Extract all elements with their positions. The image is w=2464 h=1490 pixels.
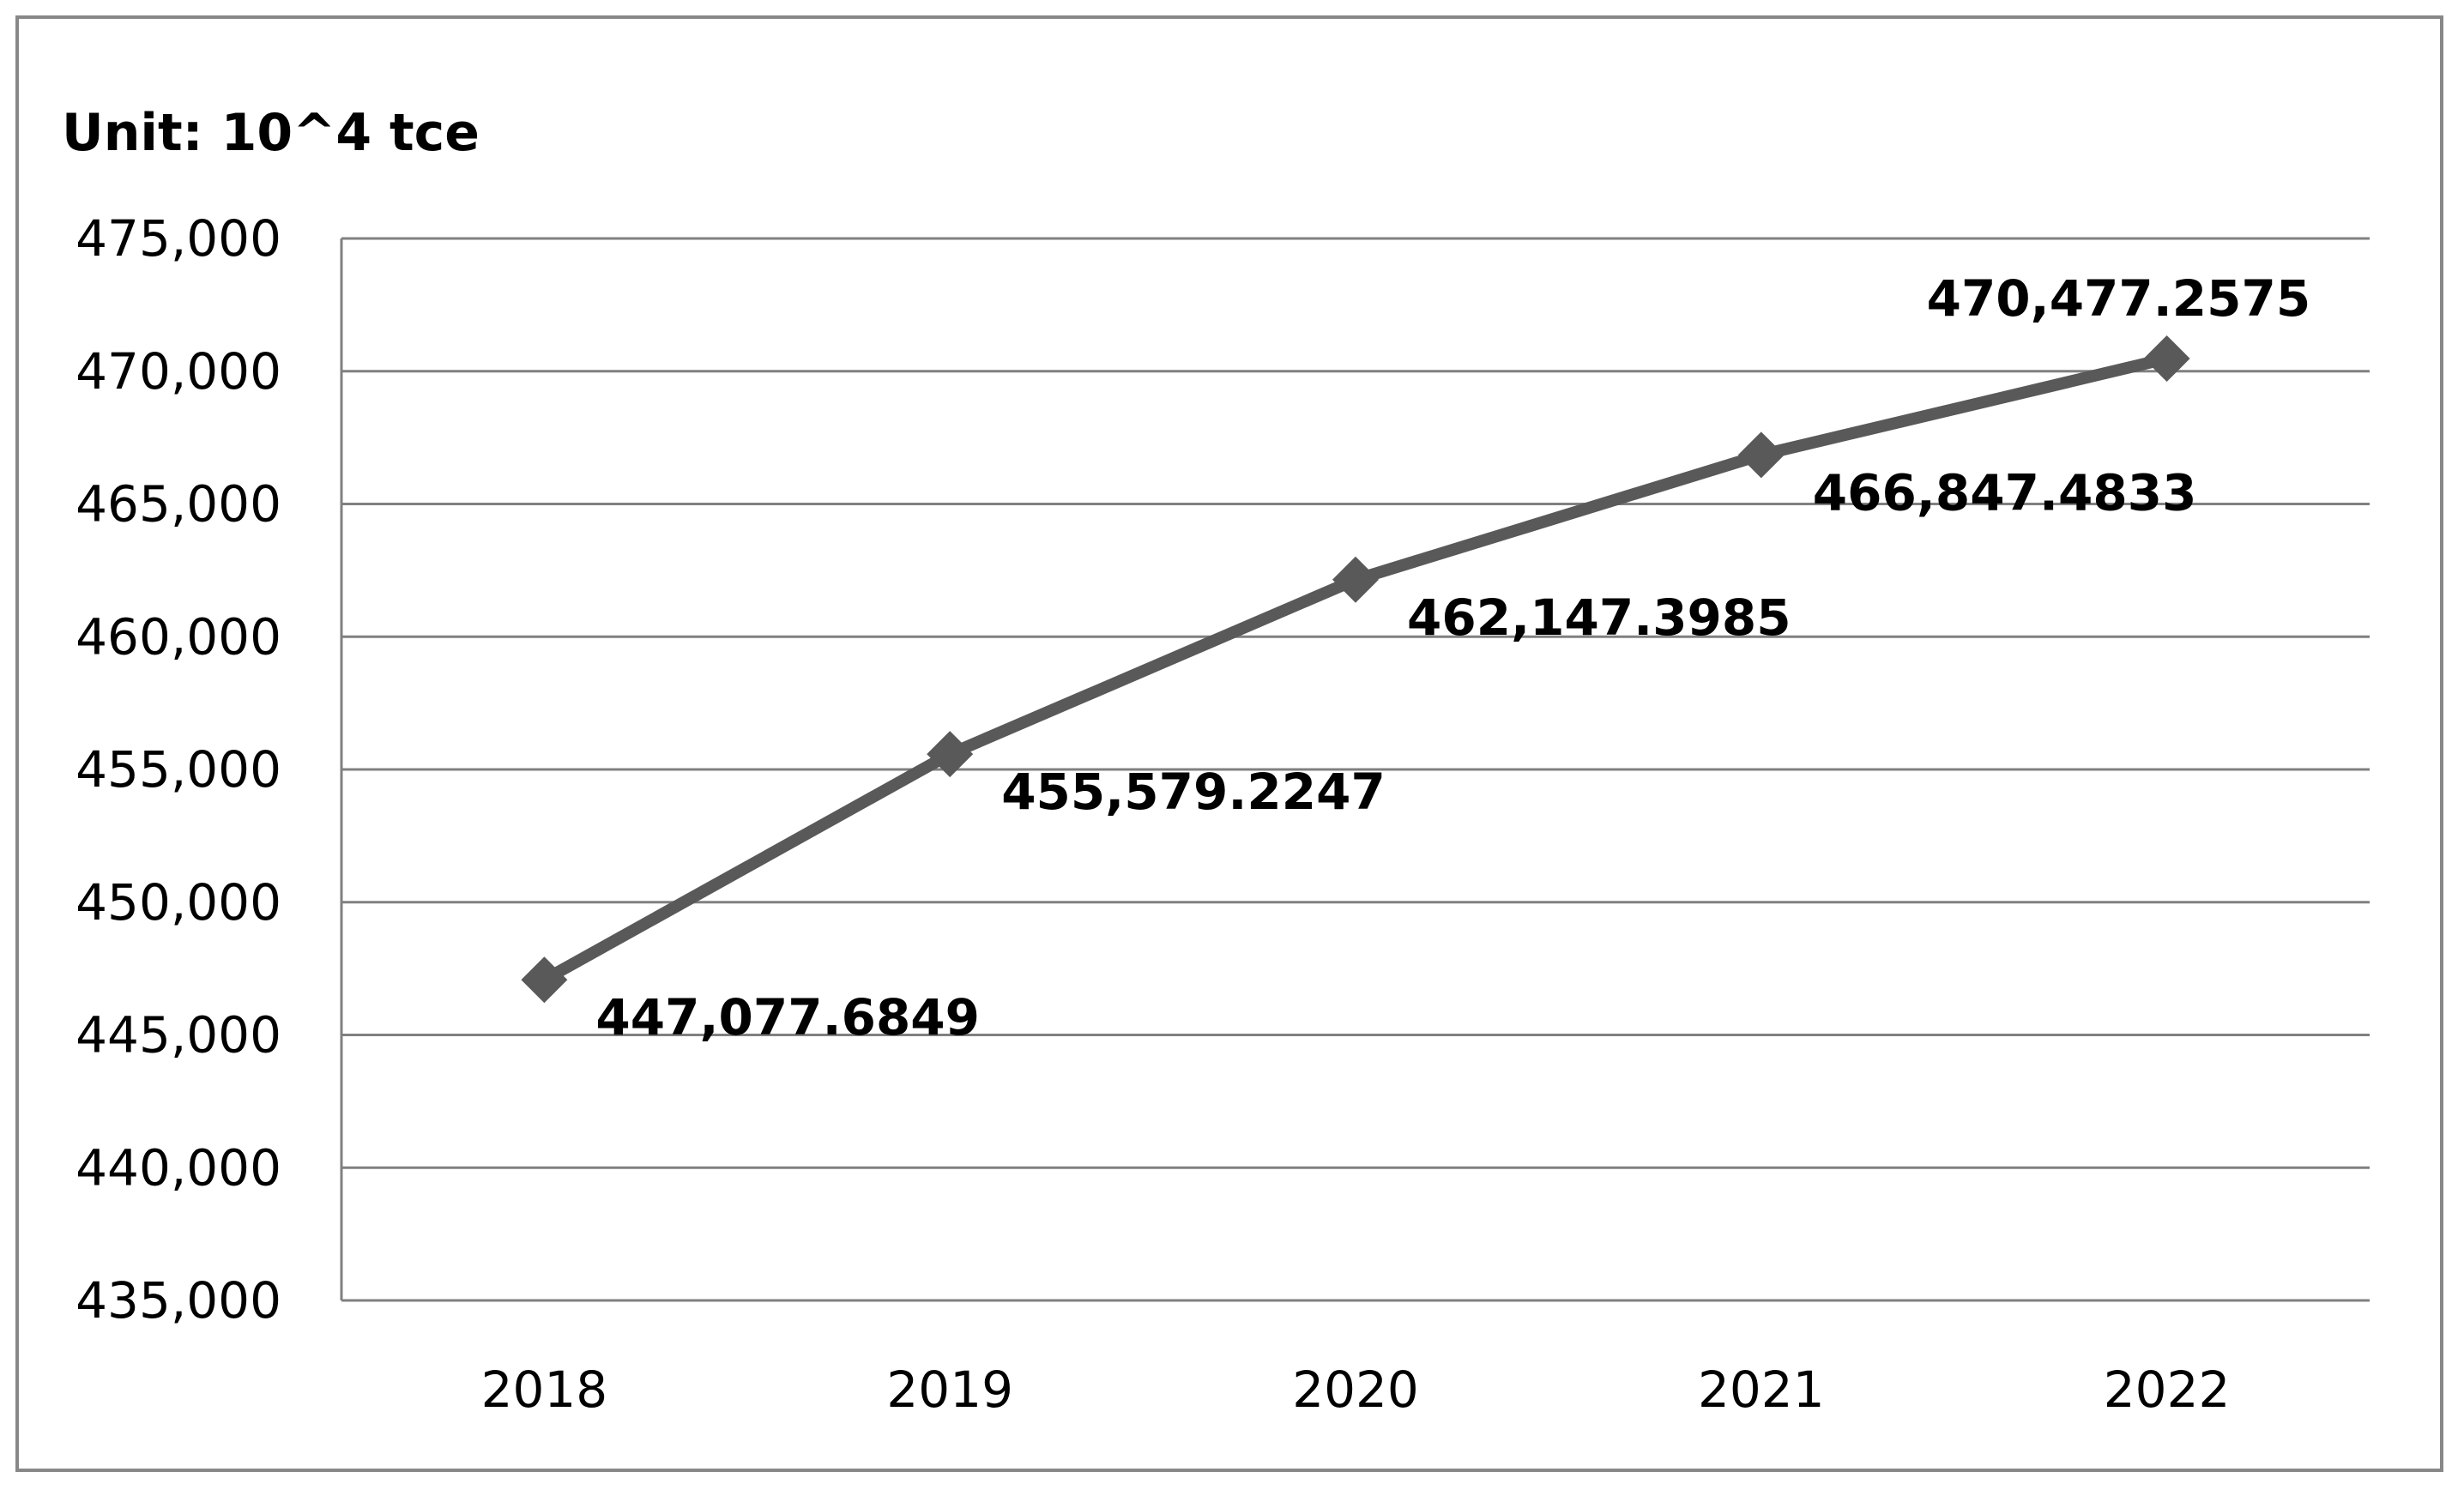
x-tick-label: 2021 [1698, 1360, 1825, 1419]
y-tick-label: 450,000 [75, 873, 281, 932]
data-label: 462,147.3985 [1407, 588, 1791, 647]
data-point-marker [927, 731, 974, 778]
data-label: 470,477.2575 [1927, 269, 2311, 328]
y-tick-label: 465,000 [75, 475, 281, 534]
y-tick-label: 470,000 [75, 342, 281, 401]
data-point-marker [2143, 335, 2190, 382]
data-label-layer: 447,077.6849 455,579.2247 462,147.3985 466,… [595, 269, 2310, 1047]
y-axis-tick-labels: 435,000 440,000 445,000 450,000 455,000 460,0… [75, 209, 281, 1330]
chart-frame [15, 15, 2443, 1472]
x-tick-label: 2022 [2104, 1360, 2231, 1419]
data-point-marker [1332, 556, 1379, 603]
unit-label: Unit: 10^4 tce [62, 103, 480, 163]
y-tick-label: 460,000 [75, 607, 281, 666]
x-tick-label: 2018 [481, 1360, 608, 1419]
y-tick-label: 445,000 [75, 1006, 281, 1065]
y-tick-label: 475,000 [75, 209, 281, 268]
x-tick-label: 2020 [1292, 1360, 1419, 1419]
y-tick-label: 435,000 [75, 1271, 281, 1330]
x-axis-tick-labels: 2018 2019 2020 2021 2022 [481, 1360, 2231, 1419]
axis-layer [340, 238, 2370, 1302]
y-tick-label: 455,000 [75, 740, 281, 799]
y-tick-label: 440,000 [75, 1138, 281, 1197]
series-layer [538, 352, 2173, 986]
data-label: 455,579.2247 [1001, 763, 1386, 821]
x-tick-label: 2019 [886, 1360, 1013, 1419]
series-line [538, 352, 2173, 986]
data-point-marker [1737, 431, 1785, 479]
marker-layer [521, 335, 2190, 1004]
data-point-marker [521, 956, 568, 1004]
data-label: 447,077.6849 [595, 988, 980, 1047]
data-label: 466,847.4833 [1813, 463, 2197, 522]
